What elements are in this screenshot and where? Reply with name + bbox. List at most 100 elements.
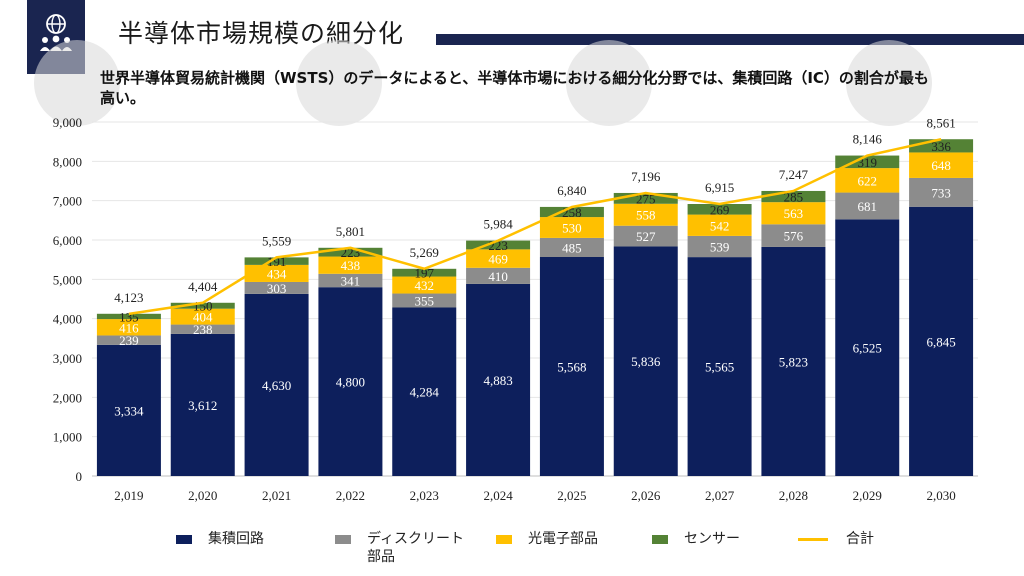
bar-segment xyxy=(539,237,604,257)
total-value-label: 5,984 xyxy=(483,217,513,232)
bar-value-label: 416 xyxy=(119,320,139,335)
bar-value-label: 622 xyxy=(858,173,878,188)
total-value-label: 7,196 xyxy=(631,169,661,184)
bar-segment xyxy=(466,249,531,268)
bar-value-label: 469 xyxy=(488,252,508,267)
bar-value-label: 4,630 xyxy=(262,378,291,393)
y-tick-label: 8,000 xyxy=(53,154,82,169)
total-value-label: 4,123 xyxy=(114,290,143,305)
y-tick-label: 2,000 xyxy=(53,390,82,405)
legend-label: 光電子部品 xyxy=(528,531,598,547)
y-tick-label: 0 xyxy=(76,469,83,484)
x-tick-label: 2,028 xyxy=(779,488,808,503)
total-value-label: 7,247 xyxy=(779,167,809,182)
bar-segment xyxy=(392,293,457,308)
bar-segment xyxy=(96,319,161,336)
stacked-bar-chart: 0 1,000 2,000 3,000 4,000 5,000 6,000 7,000 8,00… xyxy=(53,115,978,503)
bar-segment xyxy=(539,206,604,218)
bar-segment xyxy=(761,246,826,476)
bar-value-label: 5,823 xyxy=(779,354,808,369)
bar-segment xyxy=(466,283,531,476)
bar-segment xyxy=(318,287,383,476)
legend-swatch xyxy=(176,535,192,544)
bar-segment xyxy=(613,246,678,476)
y-tick-label: 7,000 xyxy=(53,194,82,209)
y-tick-label: 3,000 xyxy=(53,351,82,366)
legend-label: 合計 xyxy=(846,531,874,547)
bar-segment xyxy=(687,257,752,476)
bar-value-label: 539 xyxy=(710,240,730,255)
total-value-label: 8,561 xyxy=(926,115,955,130)
legend-item: 光電子部品 xyxy=(496,530,598,548)
bar-value-label: 432 xyxy=(415,278,435,293)
bar-value-label: 648 xyxy=(931,158,951,173)
bar-segment xyxy=(835,168,900,193)
bar-segment xyxy=(318,273,383,288)
bar-segment xyxy=(761,224,826,247)
bar-segment xyxy=(539,217,604,238)
bar-value-label: 527 xyxy=(636,229,656,244)
legend-label: センサー xyxy=(684,531,740,547)
bar-segment xyxy=(318,247,383,257)
x-tick-label: 2,027 xyxy=(705,488,735,503)
bar-segment xyxy=(761,190,826,203)
bar-segment xyxy=(96,344,161,476)
total-value-label: 6,915 xyxy=(705,180,734,195)
bar-segment xyxy=(909,177,974,207)
bar-segment xyxy=(835,219,900,476)
y-tick-label: 1,000 xyxy=(53,430,82,445)
bar-segment xyxy=(613,225,678,247)
bar-value-label: 404 xyxy=(193,310,213,325)
chart-area: 0 1,000 2,000 3,000 4,000 5,000 6,000 7,000 8,00… xyxy=(0,100,1024,520)
bar-value-label: 5,565 xyxy=(705,360,734,375)
bar-value-label: 485 xyxy=(562,240,582,255)
bar-value-label: 341 xyxy=(341,273,361,288)
x-tick-label: 2,024 xyxy=(483,488,513,503)
bar-segment xyxy=(613,203,678,226)
bar-value-label: 4,883 xyxy=(483,373,512,388)
page-title: 半導体市場規模の細分化 xyxy=(118,19,405,48)
x-tick-label: 2,025 xyxy=(557,488,586,503)
y-tick-label: 5,000 xyxy=(53,272,82,287)
bar-value-label: 438 xyxy=(341,258,361,273)
total-value-label: 5,269 xyxy=(410,245,439,260)
bar-value-label: 4,284 xyxy=(410,385,440,400)
x-tick-label: 2,026 xyxy=(631,488,661,503)
y-tick-label: 9,000 xyxy=(53,115,82,130)
bar-segment xyxy=(761,202,826,225)
chart-legend: 集積回路 ディスクリート 部品 光電子部品 センサー 合計 xyxy=(0,528,1024,576)
bar-segment xyxy=(392,268,457,277)
legend-line-marker xyxy=(798,538,828,541)
bar-value-label: 269 xyxy=(710,202,730,217)
legend-item: 集積回路 xyxy=(176,530,264,548)
bar-segment xyxy=(170,308,235,325)
bar-segment xyxy=(170,324,235,334)
bar-value-label: 3,334 xyxy=(114,403,144,418)
legend-item: センサー xyxy=(652,530,740,548)
bar-value-label: 150 xyxy=(193,299,213,314)
bar-value-label: 410 xyxy=(488,269,508,284)
bar-segment xyxy=(466,240,531,250)
y-tick-label: 6,000 xyxy=(53,233,82,248)
legend-label: 集積回路 xyxy=(208,531,264,547)
bar-value-label: 6,845 xyxy=(926,334,955,349)
total-value-label: 4,404 xyxy=(188,279,218,294)
bar-value-label: 563 xyxy=(784,206,804,221)
title-accent-bar xyxy=(436,34,1024,45)
bar-segment xyxy=(835,192,900,220)
bar-segment xyxy=(170,302,235,309)
bar-value-label: 5,836 xyxy=(631,354,661,369)
bar-segment xyxy=(244,281,309,294)
bar-value-label: 6,525 xyxy=(853,341,882,356)
y-tick-label: 4,000 xyxy=(53,312,82,327)
bar-segment xyxy=(392,276,457,294)
total-line xyxy=(128,138,942,316)
bar-value-label: 3,612 xyxy=(188,398,217,413)
bar-segment xyxy=(909,206,974,476)
bar-value-label: 303 xyxy=(267,281,287,296)
bar-segment xyxy=(244,257,309,265)
bar-segment xyxy=(835,155,900,169)
bar-value-label: 355 xyxy=(415,294,435,309)
bar-segment xyxy=(392,307,457,476)
bar-segment xyxy=(244,293,309,476)
